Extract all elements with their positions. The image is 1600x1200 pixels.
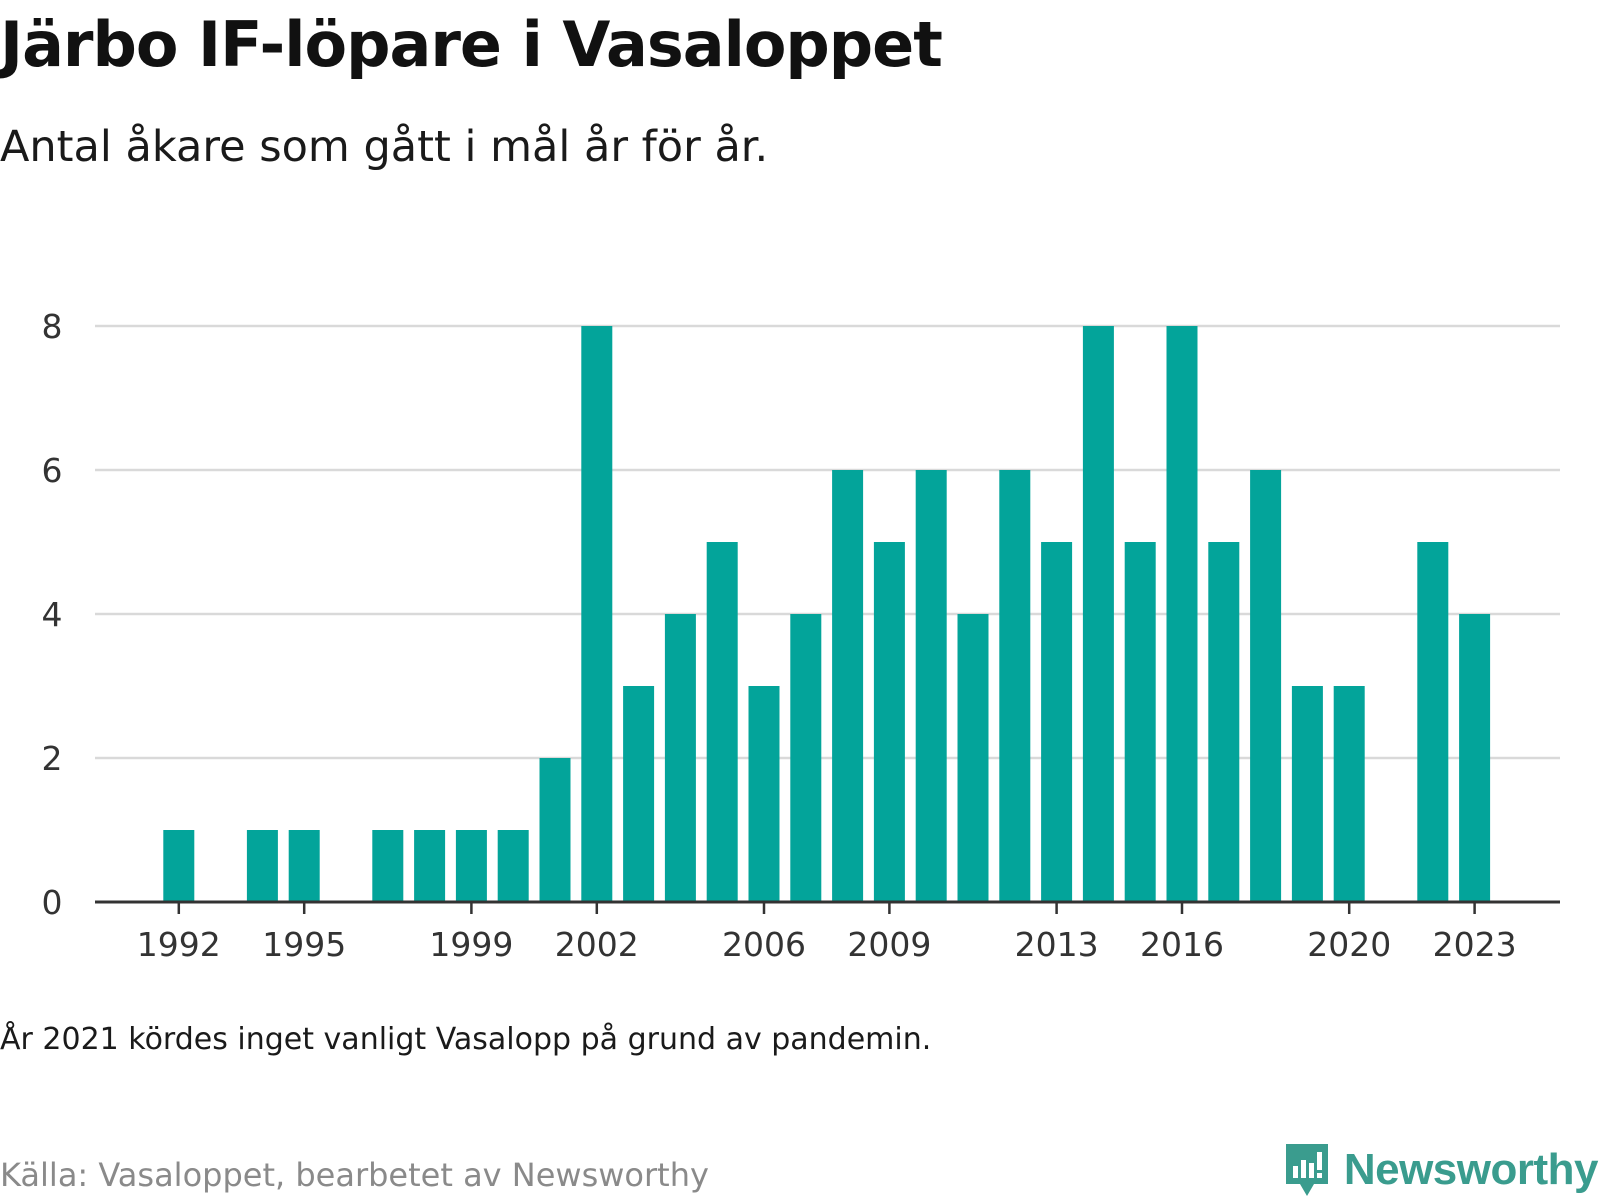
- bar-2019: [1291, 686, 1323, 902]
- bar-2018: [1250, 470, 1282, 902]
- bar-2013: [1041, 542, 1073, 902]
- bar-2002: [581, 326, 613, 902]
- bar-2006: [748, 686, 780, 902]
- bar-1998: [414, 830, 446, 902]
- x-tick-label: 1992: [137, 925, 221, 964]
- bar-2009: [873, 542, 905, 902]
- y-tick-label: 4: [42, 595, 63, 634]
- bar-1995: [288, 830, 320, 902]
- source-credit: Källa: Vasaloppet, bearbetet av Newswort…: [0, 1156, 709, 1194]
- bar-1997: [372, 830, 404, 902]
- bar-2000: [497, 830, 529, 902]
- chart-subtitle: Antal åkare som gått i mål år för år.: [0, 122, 769, 172]
- y-tick-label: 6: [42, 451, 63, 490]
- bar-2004: [664, 614, 696, 902]
- bar-2003: [623, 686, 655, 902]
- x-tick-label: 2023: [1433, 925, 1517, 964]
- y-tick-label: 0: [42, 883, 63, 922]
- bar-1992: [163, 830, 195, 902]
- bar-2007: [790, 614, 822, 902]
- bar-2016: [1166, 326, 1198, 902]
- x-tick-label: 1995: [262, 925, 346, 964]
- bar-2015: [1124, 542, 1156, 902]
- y-tick-label: 2: [42, 739, 63, 778]
- y-tick-label: 8: [42, 307, 63, 346]
- bar-2020: [1333, 686, 1365, 902]
- bar-1994: [246, 830, 278, 902]
- bar-2005: [706, 542, 738, 902]
- bar-2001: [539, 758, 571, 902]
- x-axis: 1992 1995 1999 2002 2006 2009 2013 2016 2020 2023: [95, 900, 1560, 964]
- newsworthy-logo-icon: [1285, 1144, 1328, 1196]
- y-tick-labels: 0 2 4 6 8: [42, 307, 63, 922]
- x-tick-label: 2009: [847, 925, 931, 964]
- x-tick-label: 1999: [429, 925, 513, 964]
- bar-1999: [455, 830, 487, 902]
- bar-2017: [1208, 542, 1240, 902]
- bar-2014: [1082, 326, 1114, 902]
- x-tick-label: 2006: [722, 925, 806, 964]
- brand-logo: Newsworthy: [1282, 1140, 1599, 1200]
- bar-2008: [832, 470, 864, 902]
- bars: [163, 326, 1491, 902]
- bar-2012: [999, 470, 1031, 902]
- bar-2023: [1459, 614, 1491, 902]
- x-tick-label: 2020: [1307, 925, 1391, 964]
- x-tick-label: 2016: [1140, 925, 1224, 964]
- bar-2022: [1417, 542, 1449, 902]
- chart-note: År 2021 kördes inget vanligt Vasalopp på…: [0, 1022, 932, 1057]
- brand-name: Newsworthy: [1343, 1145, 1599, 1194]
- bar-chart: 1992 1995 1999 2002 2006 2009 2013 2016 2020 2023…: [42, 307, 1560, 964]
- chart-title: Järbo IF-löpare i Vasaloppet: [0, 8, 943, 81]
- bar-2011: [957, 614, 989, 902]
- bar-2010: [915, 470, 947, 902]
- x-tick-label: 2013: [1015, 925, 1099, 964]
- x-tick-label: 2002: [555, 925, 639, 964]
